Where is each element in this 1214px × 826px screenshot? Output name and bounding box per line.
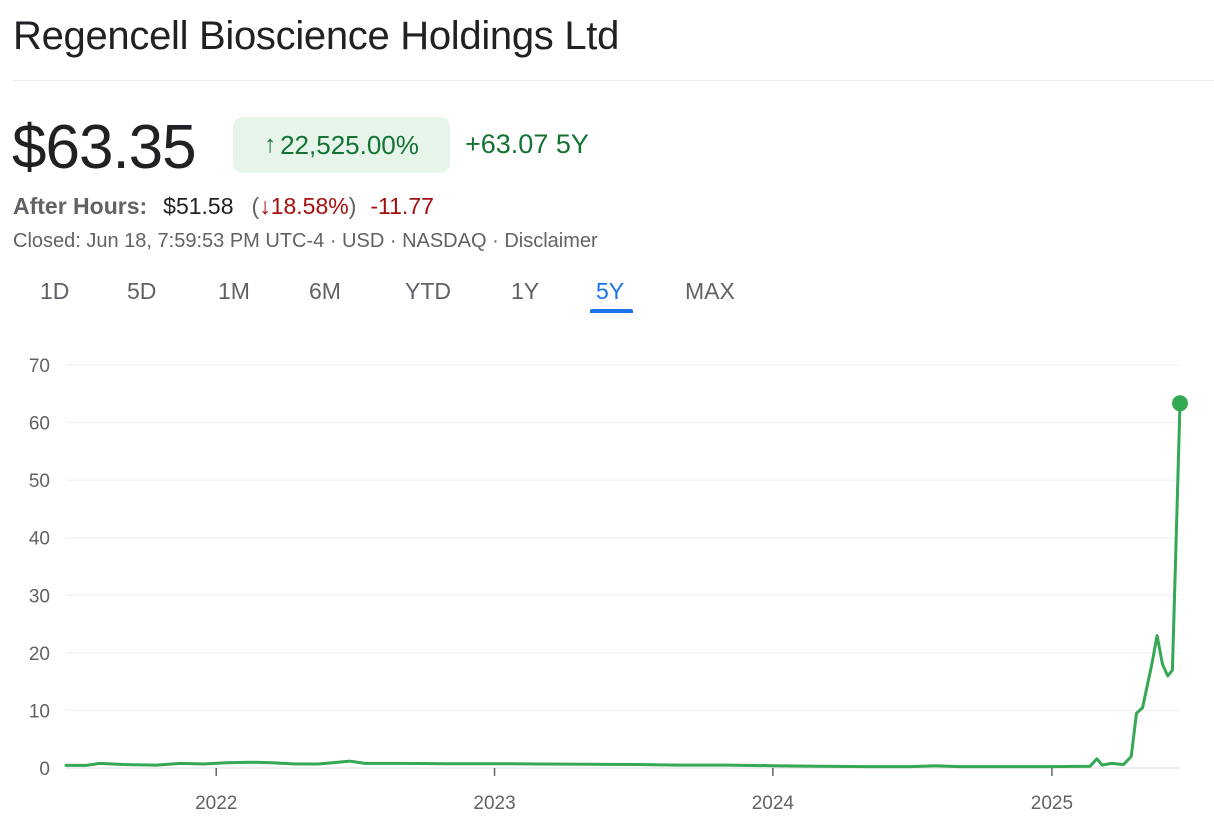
header-divider xyxy=(13,80,1214,81)
x-tick-label: 2023 xyxy=(473,793,515,814)
y-tick-label: 20 xyxy=(29,644,50,665)
x-tick-label: 2024 xyxy=(752,793,795,814)
price-series-line xyxy=(64,401,1182,769)
y-tick-label: 40 xyxy=(29,529,50,550)
currency: USD xyxy=(342,230,385,252)
page-title: Regencell Bioscience Holdings Ltd xyxy=(13,14,620,58)
y-tick-label: 0 xyxy=(39,759,50,780)
exchange: NASDAQ xyxy=(402,230,487,252)
y-tick-label: 70 xyxy=(29,356,50,377)
change-percent-badge: ↑ 22,525.00% xyxy=(233,117,450,173)
x-tick-label: 2025 xyxy=(1031,793,1073,814)
tab-5y[interactable]: 5Y xyxy=(596,278,625,304)
y-tick-label: 10 xyxy=(29,701,50,722)
meta-separator: · xyxy=(384,230,403,252)
tab-max[interactable]: MAX xyxy=(685,278,735,304)
after-hours-price: $51.58 xyxy=(163,193,234,219)
change-summary: +63.07 5Y xyxy=(465,129,589,160)
arrow-up-icon: ↑ xyxy=(264,131,277,158)
meta-separator: · xyxy=(486,230,505,252)
y-tick-label: 60 xyxy=(29,414,50,435)
tab-1m[interactable]: 1M xyxy=(218,278,250,304)
y-tick-label: 30 xyxy=(29,586,50,607)
after-hours-change-percent: 18.58% xyxy=(270,193,349,219)
last-price-point xyxy=(1172,395,1188,412)
after-hours-open-paren: ( xyxy=(251,193,260,219)
after-hours-row: After Hours: $51.58 ( ↓ 18.58% ) -11.77 xyxy=(13,193,434,220)
price-chart[interactable]: 0 10 20 30 40 50 60 70 2022 2023 2024 2025 xyxy=(0,340,1214,826)
tab-5d[interactable]: 5D xyxy=(127,278,157,304)
y-tick-label: 50 xyxy=(29,471,50,492)
active-tab-indicator xyxy=(590,309,633,313)
tab-6m[interactable]: 6M xyxy=(309,278,341,304)
tab-1y[interactable]: 1Y xyxy=(511,278,540,304)
change-percent: 22,525.00% xyxy=(280,129,419,160)
quote-meta: Closed: Jun 18, 7:59:53 PM UTC-4 · USD ·… xyxy=(13,230,598,253)
tab-1d[interactable]: 1D xyxy=(40,278,70,304)
arrow-down-icon: ↓ xyxy=(259,193,271,219)
disclaimer-link[interactable]: Disclaimer xyxy=(504,230,598,252)
x-tick-label: 2022 xyxy=(195,793,237,814)
current-price: $63.35 xyxy=(12,113,197,182)
meta-separator: · xyxy=(324,230,343,252)
tab-ytd[interactable]: YTD xyxy=(405,278,451,304)
change-period: 5Y xyxy=(555,129,589,159)
after-hours-label: After Hours: xyxy=(13,193,148,219)
after-hours-change-absolute: -11.77 xyxy=(370,193,434,219)
after-hours-close-paren: ) xyxy=(348,193,357,219)
range-tabs: 1D 5D 1M 6M YTD 1Y 5Y MAX xyxy=(0,278,800,318)
change-absolute: +63.07 xyxy=(465,129,549,159)
closed-time: Closed: Jun 18, 7:59:53 PM UTC-4 xyxy=(13,230,325,252)
